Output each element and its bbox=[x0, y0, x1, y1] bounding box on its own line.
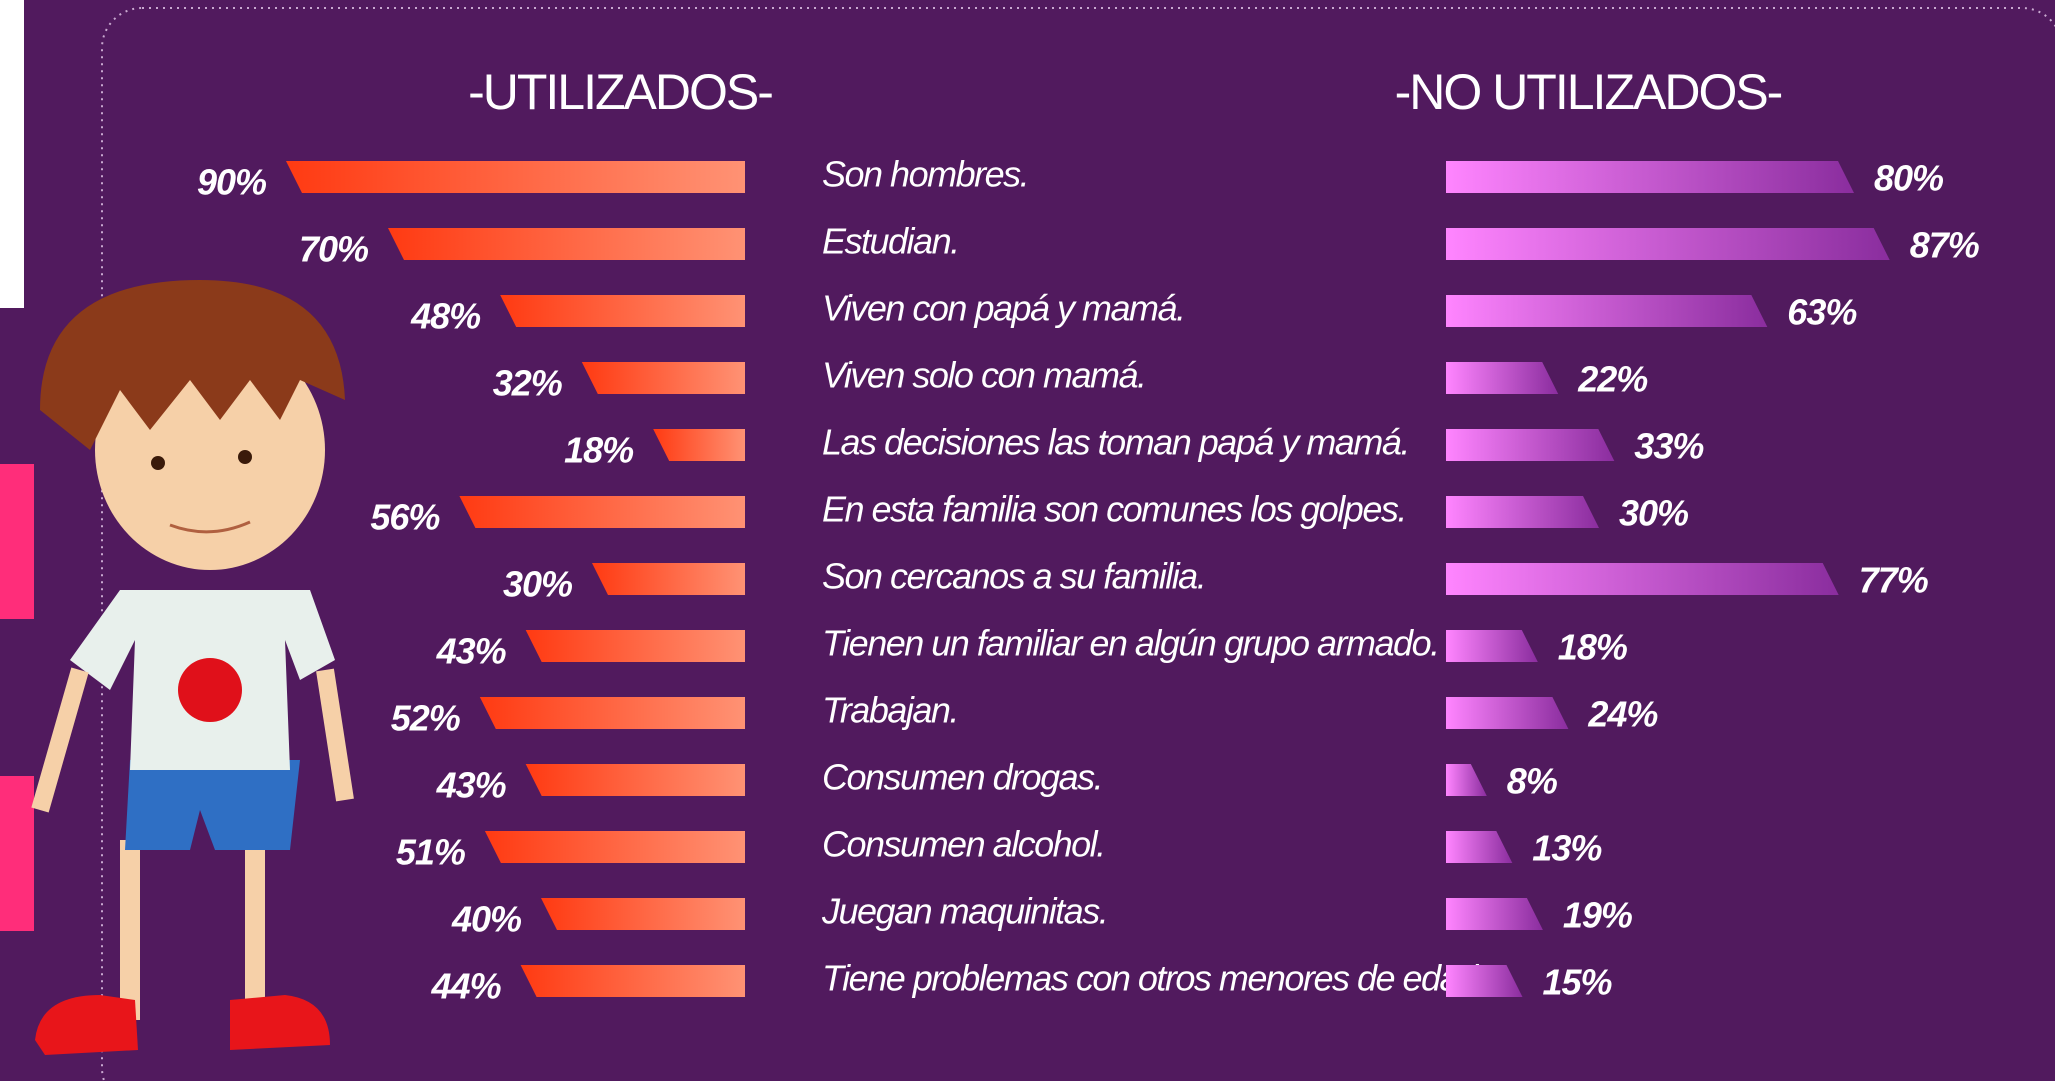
bar bbox=[1446, 831, 1513, 863]
value-label: 8% bbox=[1507, 761, 1558, 802]
value-label: 63% bbox=[1787, 292, 1857, 333]
category-label: Tiene problemas con otros menores de eda… bbox=[822, 958, 1485, 999]
value-label: 24% bbox=[1587, 694, 1658, 735]
side-tab bbox=[0, 776, 34, 931]
bar bbox=[459, 496, 745, 528]
value-label: 56% bbox=[370, 497, 440, 538]
frame bbox=[101, 7, 2055, 1081]
category-label: Estudian. bbox=[822, 221, 959, 262]
bar bbox=[1446, 295, 1768, 327]
category-label: Viven con papá y mamá. bbox=[822, 288, 1185, 329]
category-label: Las decisiones las toman papá y mamá. bbox=[822, 422, 1409, 463]
value-label: 77% bbox=[1859, 560, 1929, 601]
category-label: Son hombres. bbox=[822, 154, 1028, 195]
value-label: 80% bbox=[1874, 158, 1944, 199]
bar bbox=[1446, 362, 1559, 394]
series-title: -UTILIZADOS- bbox=[468, 64, 772, 120]
value-label: 30% bbox=[503, 564, 573, 605]
value-label: 32% bbox=[493, 363, 563, 404]
bar bbox=[581, 362, 745, 394]
value-label: 52% bbox=[391, 698, 461, 739]
category-label: Son cercanos a su familia. bbox=[822, 556, 1205, 597]
bar bbox=[1446, 496, 1599, 528]
bar bbox=[479, 697, 745, 729]
category-label: Trabajan. bbox=[822, 690, 958, 731]
value-label: 19% bbox=[1563, 895, 1633, 936]
side-tab bbox=[0, 0, 24, 308]
bar bbox=[653, 429, 745, 461]
bar bbox=[525, 764, 745, 796]
bar bbox=[1446, 898, 1543, 930]
value-label: 40% bbox=[451, 899, 522, 940]
boy-illustration bbox=[31, 280, 354, 1055]
value-label: 13% bbox=[1532, 828, 1602, 869]
bar bbox=[1446, 697, 1569, 729]
value-label: 70% bbox=[299, 229, 369, 270]
category-label: Tienen un familiar en algún grupo armado… bbox=[822, 623, 1439, 664]
bar bbox=[388, 228, 745, 260]
value-label: 51% bbox=[396, 832, 466, 873]
bar bbox=[484, 831, 745, 863]
bar bbox=[500, 295, 745, 327]
bar bbox=[1446, 764, 1487, 796]
bar bbox=[592, 563, 745, 595]
bar bbox=[520, 965, 745, 997]
value-label: 44% bbox=[431, 966, 502, 1007]
bar bbox=[1446, 161, 1854, 193]
value-label: 18% bbox=[564, 430, 634, 471]
bar bbox=[541, 898, 745, 930]
value-label: 90% bbox=[197, 162, 267, 203]
series-title: -NO UTILIZADOS- bbox=[1395, 64, 1782, 120]
bar bbox=[1446, 429, 1615, 461]
category-label: Consumen alcohol. bbox=[822, 824, 1105, 865]
bar bbox=[525, 630, 745, 662]
value-label: 43% bbox=[436, 765, 507, 806]
value-label: 33% bbox=[1634, 426, 1704, 467]
side-tab bbox=[0, 464, 34, 619]
value-label: 15% bbox=[1543, 962, 1613, 1003]
category-label: Consumen drogas. bbox=[822, 757, 1102, 798]
value-label: 43% bbox=[436, 631, 507, 672]
category-label: Viven solo con mamá. bbox=[822, 355, 1146, 396]
value-label: 22% bbox=[1577, 359, 1648, 400]
category-label: En esta familia son comunes los golpes. bbox=[822, 489, 1406, 530]
bar bbox=[1446, 563, 1839, 595]
category-label: Juegan maquinitas. bbox=[821, 891, 1107, 932]
value-label: 87% bbox=[1910, 225, 1980, 266]
bar bbox=[286, 161, 745, 193]
bar bbox=[1446, 965, 1523, 997]
value-label: 30% bbox=[1619, 493, 1689, 534]
bar bbox=[1446, 630, 1538, 662]
value-label: 18% bbox=[1558, 627, 1628, 668]
bar bbox=[1446, 228, 1890, 260]
value-label: 48% bbox=[410, 296, 481, 337]
